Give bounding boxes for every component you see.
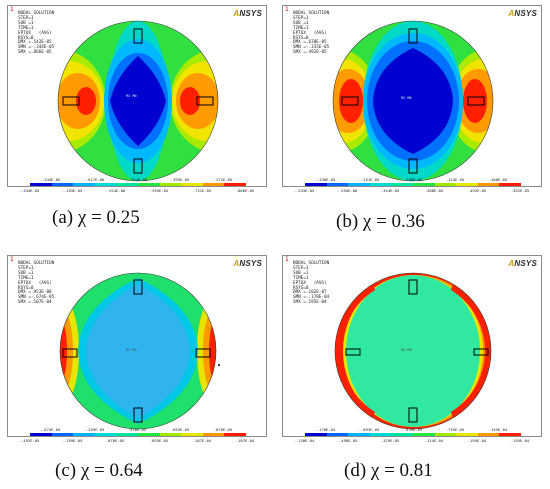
legend-swatch	[51, 183, 74, 186]
contour-panel-d: 1 NODAL SOLUTION STEP=1 SUB =1 TIME=1 EPTOX …	[282, 255, 542, 437]
legend-swatch	[116, 183, 138, 186]
caption-d: (d) χ = 0.81	[344, 460, 433, 481]
legend-swatch	[159, 183, 182, 186]
legend-swatch	[499, 183, 521, 186]
legend-swatch	[477, 433, 500, 436]
legend-swatch	[202, 183, 225, 186]
legend-swatch	[456, 183, 478, 186]
min-max-marker: MX MN	[126, 348, 137, 352]
legend-swatch	[434, 433, 457, 436]
color-legend	[30, 433, 246, 436]
ansys-logo: ANSYS	[508, 259, 537, 268]
solution-info: NODAL SOLUTION STEP=1 SUB =1 TIME=1 EPTOX (A…	[293, 11, 330, 56]
solution-info: NODAL SOLUTION STEP=1 SUB =1 TIME=1 EPTOX (A…	[293, 261, 330, 306]
legend-swatch	[73, 183, 95, 186]
contour-plot	[332, 20, 494, 182]
ansys-logo: ANSYS	[233, 259, 262, 268]
legend-swatch	[181, 433, 203, 436]
caption-a: (a) χ = 0.25	[52, 207, 140, 228]
legend-swatch	[224, 183, 246, 186]
window-number: 1	[10, 256, 14, 263]
stray-dot	[218, 364, 220, 366]
ansys-logo: ANSYS	[508, 9, 537, 18]
legend-swatch	[391, 433, 413, 436]
contour-panel-a: 1 NODAL SOLUTION STEP=1 SUB =1 TIME=1 EPTOX …	[7, 5, 267, 187]
legend-swatch	[326, 433, 349, 436]
legend-swatch	[369, 433, 392, 436]
solution-info: NODAL SOLUTION STEP=1 SUB =1 TIME=1 EPTOX (A…	[18, 261, 55, 306]
legend-swatch	[137, 183, 160, 186]
legend-swatch	[348, 433, 370, 436]
legend-swatch	[477, 183, 500, 186]
legend-swatch	[73, 433, 95, 436]
legend-swatch	[456, 433, 478, 436]
contour-plot	[334, 272, 492, 430]
legend-ticks-bottom: -.243E-05 -.594E-06.344E-05.308E-05.492E-…	[293, 188, 530, 193]
legend-swatch	[434, 183, 457, 186]
min-max-marker: MX MN	[401, 348, 412, 352]
color-legend	[305, 183, 521, 186]
contour-plot	[59, 272, 217, 430]
solution-info: NODAL SOLUTION STEP=1 SUB =1 TIME=1 EPTOX (A…	[18, 11, 55, 56]
legend-swatch	[391, 183, 413, 186]
contour-panel-b: 1 NODAL SOLUTION STEP=1 SUB =1 TIME=1 EPTOX …	[282, 5, 542, 187]
legend-swatch	[181, 183, 203, 186]
legend-swatch	[305, 433, 327, 436]
legend-ticks-top: -.674E-05 -.259E-05.476E-05.655E-05.870E-…	[39, 427, 233, 432]
legend-ticks-top: -.170E-04 -.893E-05 -.439E-05.735E-05.155E…	[314, 427, 508, 432]
min-max-marker: MX MN	[401, 96, 412, 100]
legend-swatch	[224, 433, 246, 436]
legend-swatch	[499, 433, 521, 436]
legend-ticks-bottom: -.344E-05 -.155E-05 -.914E-06.395E-05.731E…	[18, 188, 255, 193]
legend-swatch	[348, 183, 370, 186]
legend-swatch	[159, 433, 182, 436]
legend-swatch	[305, 183, 327, 186]
legend-swatch	[412, 433, 435, 436]
legend-swatch	[137, 433, 160, 436]
legend-swatch	[369, 183, 392, 186]
window-number: 1	[285, 256, 289, 263]
legend-ticks-top: -.344E-05 -.617E-06 -.914E-06.395E-05.271E…	[39, 177, 233, 182]
legend-swatch	[94, 433, 117, 436]
legend-swatch	[116, 433, 138, 436]
min-max-marker: MX MN	[126, 94, 137, 98]
caption-c: (c) χ = 0.64	[55, 460, 143, 481]
legend-ticks-top: -.330E-05 -.151E-05 -.356E-06.124E-05.400E…	[314, 177, 508, 182]
legend-ticks-bottom: -.130E-04 -.498E-05.329E-05.114E-04.195E-…	[293, 438, 530, 443]
window-number: 1	[10, 6, 14, 13]
window-number: 1	[285, 6, 289, 13]
legend-swatch	[30, 183, 52, 186]
legend-swatch	[202, 433, 225, 436]
legend-swatch	[30, 433, 52, 436]
legend-swatch	[51, 433, 74, 436]
legend-swatch	[412, 183, 435, 186]
contour-plot	[57, 20, 219, 182]
color-legend	[30, 183, 246, 186]
legend-ticks-bottom: -.492E-05 -.259E-05.876E-05.655E-05.107E-…	[18, 438, 255, 443]
contour-panel-c: 1 NODAL SOLUTION STEP=1 SUB =1 TIME=1 EPTOX …	[7, 255, 267, 437]
legend-swatch	[94, 183, 117, 186]
ansys-logo: ANSYS	[233, 9, 262, 18]
color-legend	[305, 433, 521, 436]
caption-b: (b) χ = 0.36	[336, 211, 425, 232]
legend-swatch	[326, 183, 349, 186]
